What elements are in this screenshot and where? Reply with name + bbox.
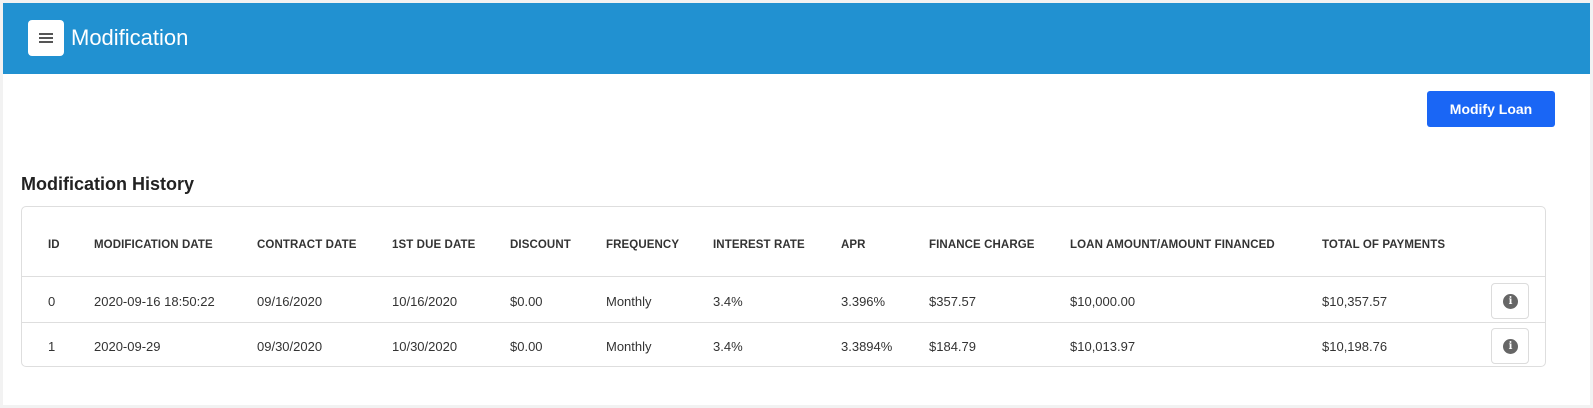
- col-header-frequency: FREQUENCY: [606, 239, 680, 251]
- cell-interest-rate: 3.4%: [713, 294, 743, 309]
- menu-button[interactable]: [28, 20, 64, 56]
- cell-apr: 3.3894%: [841, 339, 893, 354]
- modification-history-table: ID MODIFICATION DATE CONTRACT DATE 1ST D…: [21, 206, 1546, 367]
- col-header-interest-rate: INTEREST RATE: [713, 239, 805, 251]
- cell-modification-date: 2020-09-16 18:50:22: [94, 294, 215, 309]
- col-header-contract-date: CONTRACT DATE: [257, 239, 357, 251]
- cell-finance-charge: $184.79: [929, 339, 976, 354]
- app-frame: Modification Modify Loan Modification Hi…: [3, 3, 1590, 405]
- cell-id: 0: [48, 294, 56, 309]
- cell-total-of-payments: $10,357.57: [1322, 294, 1388, 309]
- col-header-loan-amount: LOAN AMOUNT/AMOUNT FINANCED: [1070, 239, 1275, 251]
- cell-first-due-date: 10/30/2020: [392, 339, 458, 354]
- cell-apr: 3.396%: [841, 294, 886, 309]
- col-header-finance-charge: FINANCE CHARGE: [929, 239, 1035, 251]
- cell-first-due-date: 10/16/2020: [392, 294, 458, 309]
- cell-id: 1: [48, 339, 56, 354]
- cell-frequency: Monthly: [606, 294, 652, 309]
- cell-finance-charge: $357.57: [929, 294, 976, 309]
- cell-contract-date: 09/16/2020: [257, 294, 323, 309]
- col-header-first-due-date: 1ST DUE DATE: [392, 239, 476, 251]
- cell-discount: $0.00: [510, 294, 543, 309]
- info-icon: i: [1503, 294, 1518, 309]
- info-icon: i: [1503, 339, 1518, 354]
- row-divider: [22, 322, 1545, 323]
- cell-contract-date: 09/30/2020: [257, 339, 323, 354]
- modify-loan-button[interactable]: Modify Loan: [1427, 91, 1555, 127]
- top-bar: Modification: [3, 3, 1590, 74]
- col-header-discount: DISCOUNT: [510, 239, 571, 251]
- col-header-id: ID: [48, 239, 60, 251]
- row-info-button[interactable]: i: [1491, 328, 1529, 364]
- cell-frequency: Monthly: [606, 339, 652, 354]
- header-divider: [22, 276, 1545, 277]
- cell-discount: $0.00: [510, 339, 543, 354]
- page-title: Modification: [71, 25, 189, 50]
- cell-loan-amount: $10,000.00: [1070, 294, 1136, 309]
- col-header-apr: APR: [841, 239, 866, 251]
- col-header-modification-date: MODIFICATION DATE: [94, 239, 213, 251]
- cell-total-of-payments: $10,198.76: [1322, 339, 1388, 354]
- cell-interest-rate: 3.4%: [713, 339, 743, 354]
- section-title: Modification History: [21, 174, 195, 194]
- cell-modification-date: 2020-09-29: [94, 339, 161, 354]
- menu-icon: [39, 33, 53, 43]
- col-header-total-of-payments: TOTAL OF PAYMENTS: [1322, 239, 1446, 251]
- row-info-button[interactable]: i: [1491, 283, 1529, 319]
- cell-loan-amount: $10,013.97: [1070, 339, 1136, 354]
